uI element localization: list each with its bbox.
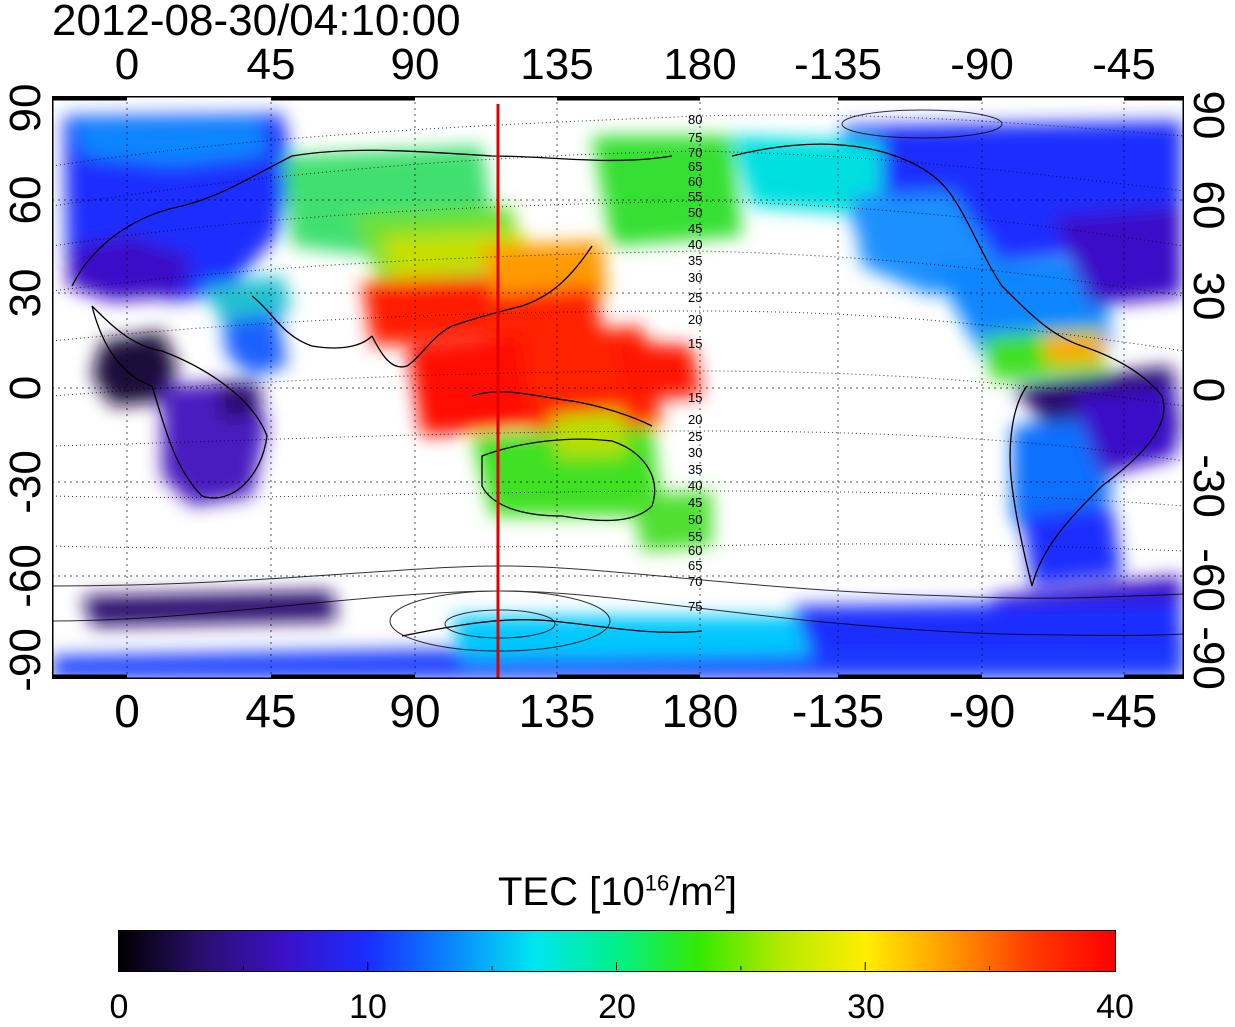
lon-tick: -45 xyxy=(1092,40,1156,89)
lat-tick: -90 xyxy=(1,628,50,692)
coastlines xyxy=(71,143,1165,637)
contour-label: 60 xyxy=(688,174,702,189)
colorbar-label: 0 xyxy=(109,988,129,1026)
lon-tick: 180 xyxy=(661,685,739,737)
tec-field xyxy=(52,114,1184,679)
contour-label: 55 xyxy=(688,189,702,204)
contour-label: 50 xyxy=(688,512,702,527)
latitude-axis-right: 90 60 30 0 -30 -60 -90 xyxy=(1180,0,1235,1021)
contour-label: 60 xyxy=(688,543,702,558)
lat-tick: -60 xyxy=(1,544,50,608)
lon-tick: 45 xyxy=(245,685,297,737)
graticule xyxy=(52,96,1184,679)
contour-label: 70 xyxy=(688,574,702,589)
tec-map: 80 75 70 65 60 55 50 45 40 35 30 25 20 1… xyxy=(51,95,1185,680)
colorbar-title-prefix: TEC [10 xyxy=(497,870,645,914)
contour-labels: 80 75 70 65 60 55 50 45 40 35 30 25 20 1… xyxy=(688,112,702,614)
lon-tick: 0 xyxy=(114,40,140,89)
contour-label: 45 xyxy=(688,495,702,510)
lon-tick: -135 xyxy=(791,685,885,737)
lon-tick: 90 xyxy=(390,40,440,89)
lat-tick: -30 xyxy=(1184,454,1233,518)
contour-label: 20 xyxy=(688,412,702,427)
contour-label: 25 xyxy=(688,290,702,305)
contour-label: 25 xyxy=(688,429,702,444)
lat-tick: 0 xyxy=(1184,377,1233,403)
lon-tick: 180 xyxy=(663,40,737,89)
magnetic-contours xyxy=(51,109,1185,652)
contour-label: 55 xyxy=(688,529,702,544)
lon-tick: -135 xyxy=(793,40,883,89)
lon-tick: 45 xyxy=(246,40,296,89)
lat-tick: 0 xyxy=(1,375,50,401)
frame-ticks xyxy=(52,95,1184,680)
lat-tick: -90 xyxy=(1184,626,1233,690)
lon-tick: 135 xyxy=(518,685,596,737)
colorbar-title-mid: /m xyxy=(669,870,714,914)
contour-label: 30 xyxy=(688,270,702,285)
contour-label: 45 xyxy=(688,221,702,236)
colorbar-title-suffix: ] xyxy=(725,870,737,914)
contour-label: 20 xyxy=(688,312,702,327)
longitude-axis-bottom: 0 45 90 135 180 -135 -90 -45 xyxy=(0,684,1235,737)
lon-tick: -90 xyxy=(948,685,1016,737)
lat-tick: 60 xyxy=(1,175,50,225)
contour-label: 75 xyxy=(688,130,702,145)
colorbar-title-exp2: 2 xyxy=(713,870,726,896)
latitude-axis-left: 90 60 30 0 -30 -60 -90 xyxy=(0,0,60,1021)
lat-tick: 90 xyxy=(1184,90,1233,140)
colorbar-label: 40 xyxy=(1096,988,1134,1026)
contour-label: 75 xyxy=(688,599,702,614)
contour-label: 50 xyxy=(688,205,702,220)
contour-label: 35 xyxy=(688,462,702,477)
colorbar-labels: 0 10 20 30 40 xyxy=(0,988,1235,1026)
lat-tick: 90 xyxy=(1,83,50,133)
contour-label: 80 xyxy=(688,112,702,127)
lat-tick: 30 xyxy=(1,268,50,318)
colorbar-title: TEC [1016/m2] xyxy=(0,870,1235,915)
longitude-axis-top: 0 45 90 135 180 -135 -90 -45 xyxy=(0,40,1235,90)
colorbar-ticks xyxy=(242,962,991,970)
lat-tick: 30 xyxy=(1184,271,1233,321)
colorbar-label: 10 xyxy=(349,988,387,1026)
lon-tick: 90 xyxy=(389,685,441,737)
contour-label: 15 xyxy=(688,336,702,351)
colorbar xyxy=(118,930,1116,972)
contour-label: 15 xyxy=(688,390,702,405)
colorbar-label: 30 xyxy=(847,988,885,1026)
lat-tick: 60 xyxy=(1184,180,1233,230)
contour-label: 65 xyxy=(688,159,702,174)
lon-tick: -45 xyxy=(1090,685,1158,737)
colorbar-label: 20 xyxy=(598,988,636,1026)
lon-tick: 0 xyxy=(114,685,140,737)
contour-label: 65 xyxy=(688,558,702,573)
lat-tick: -30 xyxy=(1,450,50,514)
contour-label: 70 xyxy=(688,145,702,160)
lon-tick: 135 xyxy=(520,40,594,89)
map-title: 2012-08-30/04:10:00 xyxy=(52,0,461,45)
contour-label: 40 xyxy=(688,478,702,493)
tec-map-svg: 80 75 70 65 60 55 50 45 40 35 30 25 20 1… xyxy=(51,95,1185,680)
lat-tick: -60 xyxy=(1184,548,1233,612)
contour-label: 30 xyxy=(688,445,702,460)
contour-label: 40 xyxy=(688,237,702,252)
contour-label: 35 xyxy=(688,253,702,268)
colorbar-title-exp: 16 xyxy=(644,870,670,896)
lon-tick: -90 xyxy=(950,40,1014,89)
